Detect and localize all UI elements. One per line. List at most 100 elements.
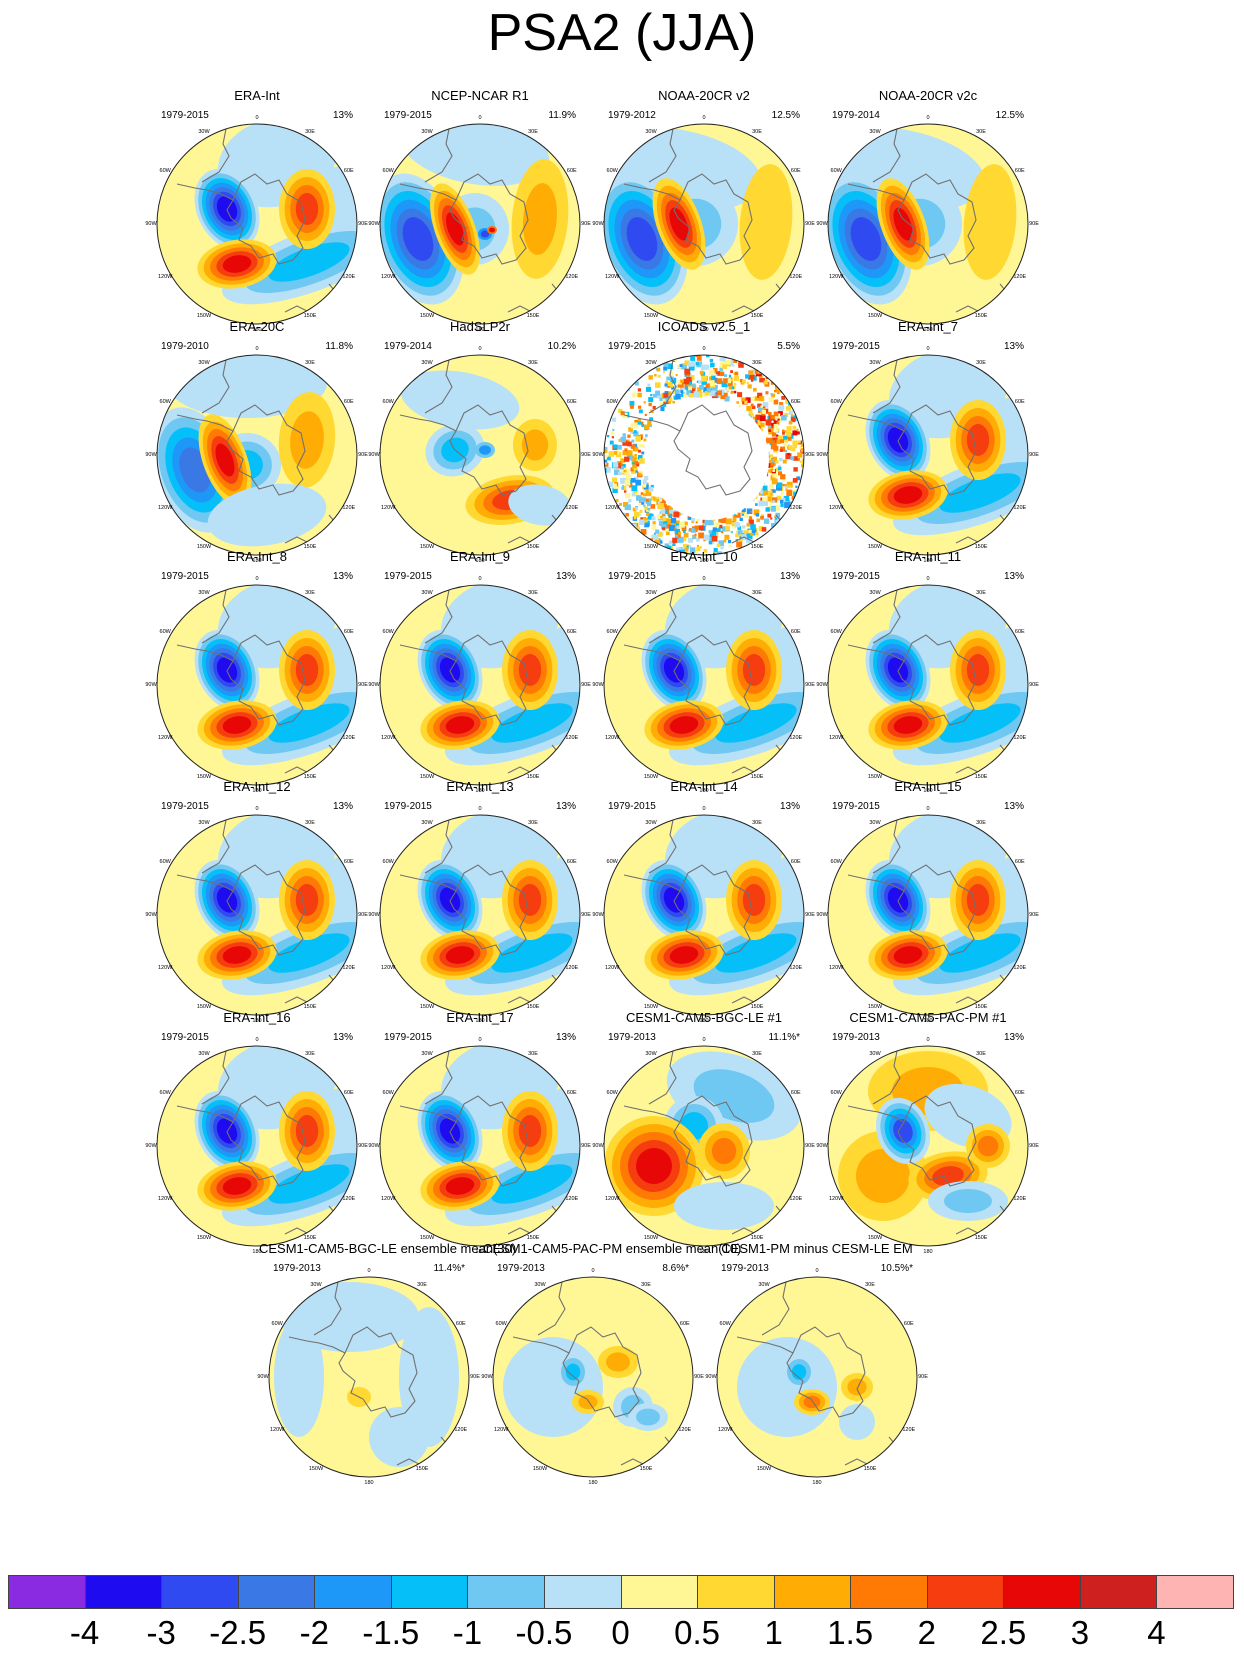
panel-period: 1979-2015 [384, 801, 432, 812]
panel-period: 1979-2012 [608, 110, 656, 121]
panel-title: ERA-Int_12 [223, 779, 291, 794]
longitude-label: 30E [528, 590, 538, 597]
colorbar-tick-label: -4 [69, 1614, 100, 1651]
longitude-label: 150E [974, 1003, 988, 1010]
longitude-label: 120E [565, 505, 579, 511]
longitude-label: 150W [867, 312, 883, 319]
panel-title: CESM1-CAM5-PAC-PM #1 [849, 1010, 1007, 1025]
polar-map [827, 814, 1029, 1016]
panel-title: CESM1-CAM5-PAC-PM ensemble mean(10) [483, 1241, 742, 1256]
longitude-label: 180 [923, 1018, 933, 1024]
panel-variance-percent: 13% [555, 1032, 576, 1043]
colorbar-labels: -4 -3 -2.5 -2 -1.5 -1 -0.5 0 0.5 1 1.5 2 2.5 3 4 [0, 1612, 1244, 1656]
polar-map [156, 584, 358, 786]
longitude-label: 180 [475, 327, 485, 333]
longitude-label: 150W [643, 312, 659, 319]
panel-title: NOAA-20CR v2c [878, 88, 978, 103]
longitude-label: 90W [592, 452, 604, 458]
colorbar-tick-label: -3 [146, 1614, 176, 1651]
longitude-label: 30W [645, 820, 657, 827]
panel-title: CESM1-CAM5-BGC-LE #1 [625, 1010, 783, 1025]
longitude-label: 120W [381, 735, 396, 741]
panel-title: ERA-Int_11 [894, 549, 962, 564]
longitude-label: 150W [756, 1465, 772, 1472]
longitude-label: 90E [581, 452, 591, 458]
colorbar [8, 1575, 1234, 1609]
map-panel: ERA-Int_17 1979-2015 13% 0 30E 60E 90E 120E 150E… [368, 1011, 591, 1256]
map-panel: ERA-Int_12 1979-2015 13% 0 30E 60E 90E 120E 150E… [145, 779, 368, 1025]
longitude-label: 30E [976, 820, 986, 827]
longitude-label: 90E [1029, 912, 1039, 918]
longitude-label: 120W [829, 735, 844, 741]
panel-title: ERA-Int_14 [670, 779, 738, 794]
longitude-label: 120E [789, 965, 803, 971]
longitude-label: 120W [158, 1196, 173, 1202]
longitude-label: 90E [358, 912, 368, 918]
polar-map [379, 354, 581, 556]
longitude-label: 120W [605, 505, 620, 511]
longitude-label: 150W [419, 773, 435, 780]
longitude-label: 120W [605, 735, 620, 741]
map-panel: ICOADS v2.5_1 1979-2015 5.5% 0 30E 60E 90E 120E… [592, 319, 815, 565]
panel-title: ERA-Int_10 [670, 549, 738, 564]
longitude-label: 120E [565, 1196, 579, 1202]
panel-variance-percent: 13% [555, 571, 576, 582]
longitude-label: 30W [869, 820, 881, 827]
longitude-label: 90W [368, 912, 380, 918]
longitude-label: 0 [702, 346, 706, 352]
longitude-label: 120W [605, 274, 620, 280]
colorbar-swatch [850, 1575, 928, 1609]
longitude-label: 150W [196, 312, 212, 319]
longitude-label: 30E [976, 1051, 986, 1058]
polar-map [827, 354, 1029, 556]
longitude-label: 30W [534, 1282, 546, 1289]
longitude-label: 90E [805, 452, 815, 458]
map-panel: CESM1-CAM5-PAC-PM #1 1979-2013 13% 0 30E 60E 9… [816, 1010, 1039, 1256]
panel-period: 1979-2015 [608, 801, 656, 812]
colorbar-tick-label: 3 [1070, 1614, 1090, 1651]
longitude-label: 30E [528, 1051, 538, 1058]
map-panel: CESM1-CAM5-BGC-LE ensemble mean(30) 1979-… [257, 1241, 517, 1487]
longitude-label: 60E [790, 859, 801, 865]
colorbar-tick-label: -1 [452, 1614, 483, 1651]
longitude-label: 60W [382, 629, 394, 635]
polar-map [603, 1045, 805, 1247]
longitude-label: 90W [592, 221, 604, 227]
longitude-label: 60W [159, 1090, 171, 1096]
polar-map [716, 1276, 918, 1478]
longitude-label: 120W [381, 274, 396, 280]
longitude-label: 150E [303, 1003, 317, 1010]
panel-variance-percent: 13% [1003, 801, 1024, 812]
longitude-label: 120E [902, 1427, 916, 1433]
panel-title: CESM1-PM minus CESM-LE EM [721, 1241, 913, 1256]
longitude-label: 60W [271, 1321, 283, 1327]
colorbar-tick-label: 4 [1147, 1614, 1166, 1651]
longitude-label: 60E [566, 168, 577, 174]
panel-title: ICOADS v2.5_1 [657, 319, 751, 334]
longitude-label: 90W [816, 1143, 828, 1149]
longitude-label: 60E [903, 1321, 914, 1327]
longitude-label: 60E [343, 859, 354, 865]
longitude-label: 30W [421, 360, 433, 367]
longitude-label: 90E [470, 1374, 480, 1380]
longitude-label: 90E [805, 1143, 815, 1149]
longitude-label: 150E [750, 1234, 764, 1241]
longitude-label: 60E [1014, 629, 1025, 635]
panel-title: ERA-Int_13 [446, 779, 514, 794]
longitude-label: 150W [308, 1465, 324, 1472]
longitude-label: 90E [358, 1143, 368, 1149]
longitude-label: 120E [342, 274, 356, 280]
longitude-label: 150E [303, 543, 317, 550]
longitude-label: 30W [421, 1051, 433, 1058]
longitude-label: 90E [581, 1143, 591, 1149]
panel-variance-percent: 13% [779, 571, 800, 582]
polar-map [379, 1045, 581, 1247]
panel-title: CESM1-CAM5-BGC-LE ensemble mean(30) [259, 1241, 517, 1256]
longitude-label: 30W [645, 1051, 657, 1058]
longitude-label: 120W [605, 965, 620, 971]
longitude-label: 120W [829, 274, 844, 280]
longitude-label: 60E [1014, 399, 1025, 405]
longitude-label: 60W [830, 629, 842, 635]
longitude-label: 120W [718, 1427, 733, 1433]
map-panel: ERA-Int_7 1979-2015 13% 0 30E 60E 90E 120E 150E 1… [816, 320, 1039, 565]
